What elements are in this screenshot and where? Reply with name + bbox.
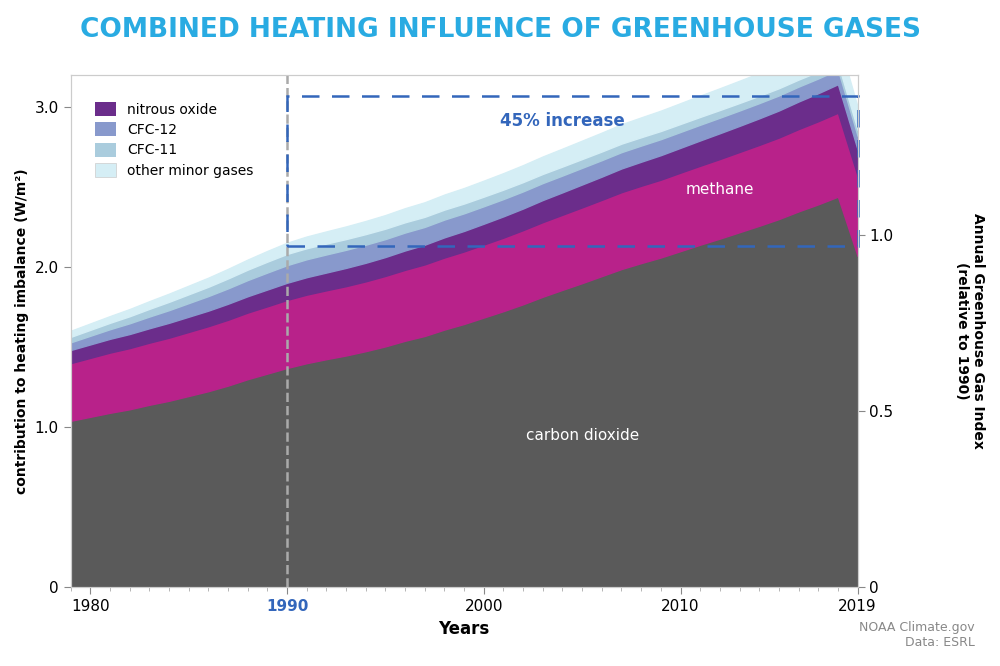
Text: carbon dioxide: carbon dioxide bbox=[526, 428, 639, 443]
Text: NOAA Climate.gov
Data: ESRL: NOAA Climate.gov Data: ESRL bbox=[859, 621, 975, 649]
Y-axis label: Annual Greenhouse Gas Index
(relative to 1990): Annual Greenhouse Gas Index (relative to… bbox=[955, 213, 985, 449]
Bar bbox=[287, 96, 858, 246]
Y-axis label: contribution to heating imbalance (W/m²): contribution to heating imbalance (W/m²) bbox=[15, 168, 29, 494]
Text: COMBINED HEATING INFLUENCE OF GREENHOUSE GASES: COMBINED HEATING INFLUENCE OF GREENHOUSE… bbox=[80, 17, 920, 43]
Legend: nitrous oxide, CFC-12, CFC-11, other minor gases: nitrous oxide, CFC-12, CFC-11, other min… bbox=[85, 92, 263, 187]
Text: 45% increase: 45% increase bbox=[500, 112, 625, 130]
Text: methane: methane bbox=[686, 182, 754, 196]
X-axis label: Years: Years bbox=[438, 619, 490, 637]
